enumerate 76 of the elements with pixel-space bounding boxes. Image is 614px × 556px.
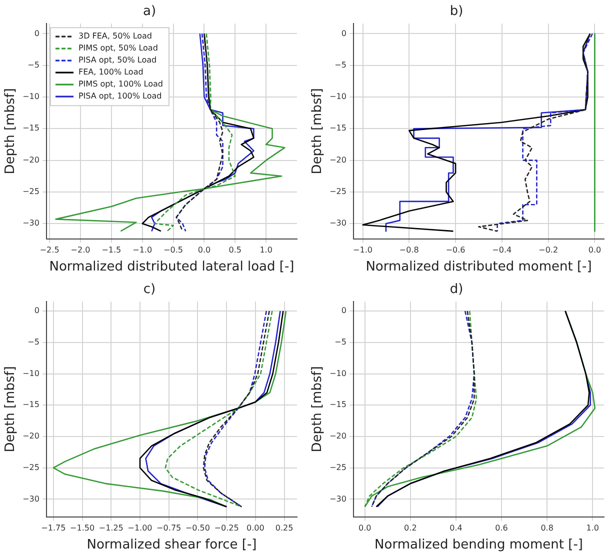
legend-label: FEA, 100% Load: [78, 68, 144, 77]
y-tick-label: −20: [22, 155, 40, 164]
legend-label: PISA opt, 100% Load: [78, 92, 162, 101]
legend-label: PISA opt, 50% Load: [78, 56, 157, 65]
x-tick-label: 0.00: [246, 524, 264, 533]
x-tick-label: −0.6: [446, 246, 466, 255]
x-tick-label: −1.5: [102, 246, 122, 255]
x-axis-title: Normalized distributed lateral load [-]: [49, 260, 294, 275]
y-tick-label: −30: [330, 494, 346, 504]
x-tick-label: −0.4: [492, 246, 512, 255]
x-tick-label: −1.00: [128, 524, 152, 533]
y-tick-label: −10: [330, 368, 346, 378]
x-tick-label: −1.75: [41, 524, 66, 533]
y-tick-label: −20: [330, 155, 346, 164]
x-axis-title: Normalized bending moment [-]: [374, 538, 583, 553]
y-tick-label: −25: [330, 462, 346, 472]
x-tick-label: −2.0: [70, 246, 90, 255]
y-tick-label: 0: [341, 28, 346, 38]
y-tick-label: −25: [330, 187, 346, 196]
x-tick-label: 1.0: [586, 524, 599, 533]
y-tick-label: 0: [34, 28, 40, 38]
y-axis-title: Depth [mbsf]: [310, 88, 326, 174]
chart-title: b): [450, 4, 464, 20]
y-tick-label: −15: [330, 124, 346, 133]
legend-label: PIMS opt, 50% Load: [78, 44, 158, 53]
y-tick-label: −15: [330, 400, 346, 410]
y-tick-label: −20: [22, 432, 40, 441]
y-tick-label: −5: [334, 337, 346, 346]
line-series: [478, 33, 591, 232]
x-tick-label: 0.0: [358, 524, 372, 533]
y-tick-label: −25: [22, 462, 40, 472]
x-tick-label: −1.0: [353, 246, 372, 255]
y-tick-label: −30: [22, 218, 40, 228]
x-tick-label: 0.4: [450, 524, 462, 533]
y-tick-label: −5: [334, 60, 346, 70]
y-tick-label: −10: [22, 92, 40, 102]
x-tick-label: −0.5: [164, 246, 184, 255]
y-tick-label: 0: [341, 306, 346, 316]
x-axis-title: Normalized shear force [-]: [86, 538, 257, 553]
x-tick-label: −0.25: [214, 524, 239, 533]
chart-title: d): [450, 282, 464, 298]
x-tick-label: −0.75: [156, 524, 182, 533]
x-tick-label: 0.0: [198, 246, 211, 255]
y-axis-title: Depth [mbsf]: [310, 366, 326, 452]
y-tick-label: −5: [28, 60, 40, 70]
x-tick-label: 0.25: [275, 524, 294, 533]
y-axis-title: Depth [mbsf]: [3, 88, 18, 174]
y-tick-label: −15: [22, 400, 40, 410]
y-tick-label: −5: [28, 337, 40, 346]
x-tick-label: 0.2: [404, 524, 417, 533]
x-tick-label: −0.2: [538, 246, 558, 255]
x-tick-label: −1.25: [98, 524, 124, 533]
y-tick-label: 0: [34, 306, 40, 316]
x-tick-label: 1.0: [260, 246, 272, 255]
x-tick-label: −0.8: [399, 246, 419, 255]
y-tick-label: −10: [330, 92, 346, 102]
x-tick-label: 0.0: [588, 246, 602, 255]
y-tick-label: −15: [22, 124, 40, 133]
y-tick-label: −25: [22, 187, 40, 196]
y-axis-title: Depth [mbsf]: [3, 366, 18, 452]
legend-label: 3D FEA, 50% Load: [78, 32, 152, 41]
x-axis-title: Normalized distributed moment [-]: [366, 260, 592, 275]
y-tick-label: −30: [22, 494, 40, 504]
y-tick-label: −10: [22, 368, 40, 378]
y-tick-label: −30: [330, 218, 346, 228]
x-tick-label: −1.50: [70, 524, 95, 533]
x-tick-label: 0.6: [495, 524, 508, 533]
chart-title: a): [142, 4, 156, 20]
x-tick-label: −1.0: [132, 246, 152, 255]
x-tick-label: 0.5: [228, 246, 242, 255]
chart-title: c): [143, 282, 156, 298]
y-tick-label: −20: [330, 432, 346, 441]
x-tick-label: −2.5: [40, 246, 60, 255]
legend-label: PIMS opt, 100% Load: [78, 80, 163, 89]
x-tick-label: −0.50: [185, 524, 210, 533]
x-tick-label: 0.8: [540, 524, 554, 533]
